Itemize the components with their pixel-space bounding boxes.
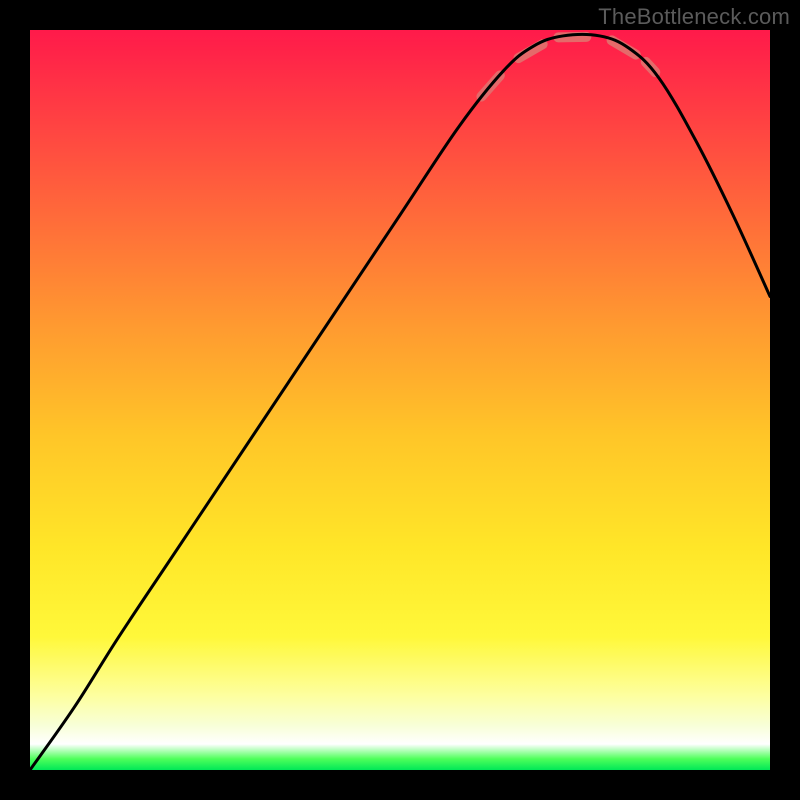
watermark-label: TheBottleneck.com (598, 4, 790, 30)
bottleneck-chart (0, 0, 800, 800)
chart-container: TheBottleneck.com (0, 0, 800, 800)
plot-background (30, 30, 770, 770)
